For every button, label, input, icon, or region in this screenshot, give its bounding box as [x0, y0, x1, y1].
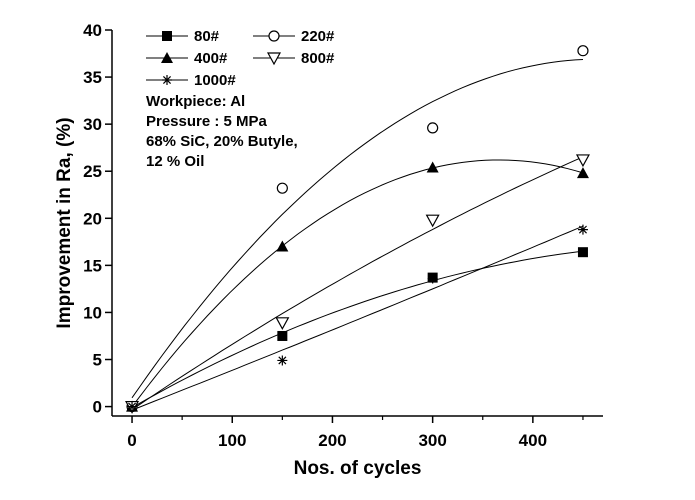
legend-marker: [162, 31, 172, 41]
data-point-2-2: [426, 161, 439, 173]
legend-item-3: 800#: [253, 50, 335, 67]
annotation-block: Workpiece: Al Pressure : 5 MPa 68% SiC, 20…: [146, 93, 298, 170]
legend-label: 220#: [301, 28, 335, 45]
trend-curve-2: [131, 159, 584, 408]
y-tick-label: 20: [83, 209, 102, 228]
x-tick-label: 100: [218, 431, 246, 450]
annotation-line: Pressure : 5 MPa: [146, 113, 268, 130]
trend-curves: [131, 59, 584, 411]
annotation-line: Workpiece: Al: [146, 93, 245, 110]
x-axis-label: Nos. of cycles: [294, 458, 422, 479]
data-point-2-1: [276, 240, 289, 252]
y-tick-label: 40: [83, 21, 102, 40]
data-point-4-1: [277, 355, 288, 366]
data-point-4-0: [127, 401, 138, 412]
y-tick-label: 35: [83, 68, 102, 87]
legend-marker: [162, 75, 172, 85]
y-tick-label: 0: [93, 398, 102, 417]
data-point-1-3: [577, 45, 589, 57]
y-tick-label: 5: [93, 351, 102, 370]
x-tick-label: 200: [318, 431, 346, 450]
legend-label: 800#: [301, 50, 335, 67]
y-tick-label: 30: [83, 115, 102, 134]
legend-item-2: 400#: [146, 50, 228, 67]
legend-item-0: 80#: [146, 28, 220, 45]
annotation-line: 68% SiC, 20% Butyle,: [146, 133, 298, 150]
data-point-1-2: [427, 122, 439, 134]
legend-item-1: 220#: [253, 28, 335, 45]
x-tick-label: 300: [418, 431, 446, 450]
legend: 80# 220# 400# 800# 1000#: [146, 28, 335, 89]
data-point-3-3: [575, 154, 590, 168]
trend-curve-0: [131, 250, 584, 409]
data-point-4-3: [577, 224, 588, 235]
trend-curve-3: [131, 156, 584, 411]
y-tick-label: 15: [83, 256, 102, 275]
y-tick-label: 10: [83, 303, 102, 322]
x-tick-label: 400: [519, 431, 547, 450]
chart-axes: 0 100 200 300 400 0 5 10 15 20 25 30 35 40: [83, 21, 603, 450]
data-point-1-1: [276, 182, 288, 194]
legend-marker: [266, 52, 282, 66]
trend-curve-4: [131, 225, 584, 411]
data-point-0-1: [277, 330, 288, 341]
legend-item-4: 1000#: [146, 72, 236, 89]
legend-marker: [268, 30, 280, 42]
trend-curve-1: [131, 59, 584, 399]
y-axis-label: Improvement in Ra, (%): [54, 117, 75, 328]
data-point-2-3: [576, 167, 589, 179]
legend-label: 80#: [194, 28, 220, 45]
data-point-3-2: [425, 214, 440, 228]
legend-label: 1000#: [194, 72, 236, 89]
data-markers: [125, 45, 590, 414]
x-tick-label: 0: [127, 431, 136, 450]
data-point-0-3: [577, 247, 588, 258]
annotation-line: 12 % Oil: [146, 153, 204, 170]
legend-marker: [161, 52, 173, 63]
legend-label: 400#: [194, 50, 228, 67]
data-point-3-1: [275, 317, 290, 331]
data-point-4-2: [427, 273, 438, 284]
y-tick-label: 25: [83, 162, 102, 181]
